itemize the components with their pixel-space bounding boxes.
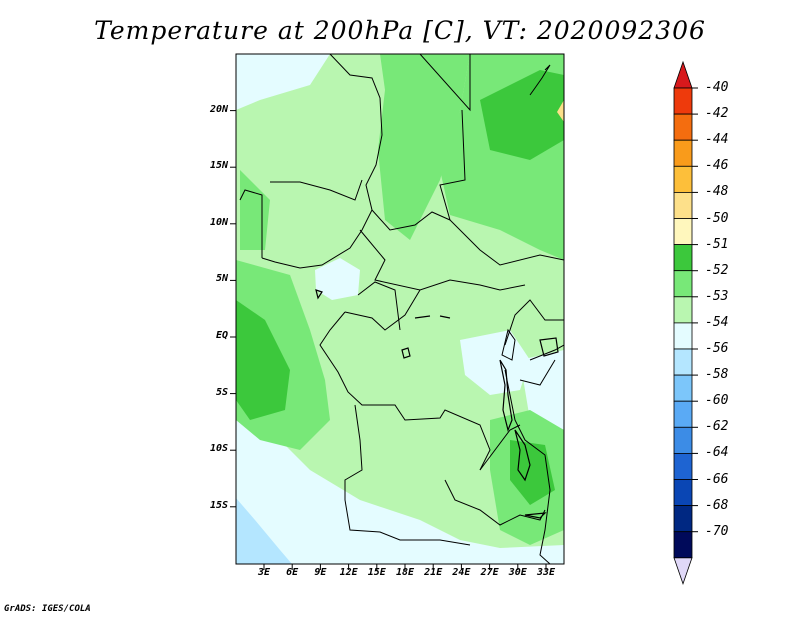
colorbar-label: -60 [705, 393, 729, 409]
lon-label: 27E [480, 567, 499, 578]
colorbar-label: -40 [705, 80, 729, 95]
colorbar-label: -48 [705, 184, 729, 200]
map-title: Temperature at 200hPa [C], VT: 202009230… [94, 16, 706, 45]
colorbar-swatch [673, 505, 693, 533]
lon-label: 21E [424, 567, 443, 578]
colorbar-label: -64 [705, 445, 729, 461]
lon-label: 15E [367, 567, 386, 578]
lon-label: 18E [395, 567, 415, 578]
colorbar-label: -46 [705, 158, 729, 174]
colorbar-label: -50 [705, 210, 729, 226]
lat-label: EQ [215, 330, 228, 341]
colorbar-swatch [673, 374, 693, 402]
lat-label: 20N [209, 103, 228, 115]
colorbar-label: -44 [705, 132, 729, 148]
lon-label: 12E [339, 567, 358, 578]
colorbar-label: -52 [705, 262, 729, 278]
colorbar-swatch [673, 322, 693, 350]
lat-label: 10S [209, 443, 228, 455]
colorbar-swatch [673, 296, 693, 324]
lon-label: 30E [508, 567, 527, 578]
lat-label: 5N [215, 273, 228, 285]
colorbar-label: -53 [705, 288, 729, 304]
longitude-ticks [263, 564, 547, 570]
colorbar-label: -51 [705, 236, 729, 252]
colorbar-swatch [673, 87, 693, 115]
lon-label: 9E [314, 567, 327, 578]
grads-credit: GrADS: IGES/COLA [4, 604, 91, 614]
colorbar-swatch [673, 113, 693, 141]
temperature-field [236, 54, 564, 564]
colorbar-top-arrow [673, 60, 693, 89]
colorbar-label: -42 [705, 106, 729, 122]
colorbar-swatch [673, 139, 693, 167]
map-frame [235, 53, 565, 565]
colorbar-label: -62 [705, 419, 729, 435]
colorbar-label: -56 [705, 341, 729, 356]
colorbar-swatch [673, 270, 693, 298]
colorbar-swatch [673, 531, 693, 559]
colorbar-label: -68 [705, 497, 729, 513]
colorbar [673, 60, 698, 586]
lon-label: 24E [452, 567, 471, 578]
lon-label: 6E [286, 567, 299, 578]
colorbar-swatch [673, 244, 693, 272]
colorbar-swatch [673, 452, 693, 480]
colorbar-swatch [673, 165, 693, 193]
lat-label: 15S [209, 499, 228, 511]
colorbar-swatch [673, 400, 693, 428]
colorbar-bottom-arrow [673, 557, 693, 586]
colorbar-label: -66 [705, 471, 729, 487]
colorbar-swatch [673, 218, 693, 246]
colorbar-label: -70 [705, 523, 729, 539]
lon-label: 33E [536, 567, 556, 578]
colorbar-swatch [673, 191, 693, 219]
lat-label: 5S [215, 386, 228, 398]
colorbar-label: -54 [705, 314, 729, 330]
latitude-ticks [230, 110, 236, 508]
colorbar-swatch [673, 426, 693, 454]
lat-label: 15N [209, 160, 228, 172]
colorbar-swatch [673, 348, 693, 376]
lat-label: 10N [209, 216, 228, 228]
lon-label: 3E [257, 567, 271, 578]
colorbar-label: -58 [705, 367, 729, 383]
colorbar-swatch [673, 479, 693, 507]
